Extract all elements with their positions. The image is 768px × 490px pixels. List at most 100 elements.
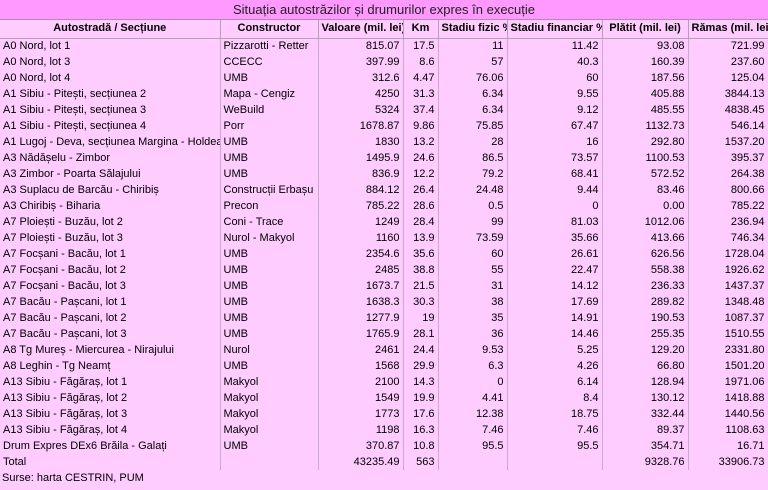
row: A0 Nord, lot 3 CCECC 397.99 8.6 57 40.3 160.39… (0, 54, 768, 70)
text-cell: UMB (220, 438, 319, 454)
number-cell: 28.1 (403, 326, 439, 342)
number-cell: 9328.76 (602, 454, 689, 470)
number-cell: 67.47 (507, 118, 603, 134)
number-cell: 93.08 (602, 38, 689, 54)
text-cell: A3 Nădășelu - Zimbor (0, 150, 221, 166)
number-cell: 17.5 (403, 38, 439, 54)
number-cell: 1638.3 (318, 294, 404, 310)
number-cell: 255.35 (602, 326, 689, 342)
number-cell: 1549 (318, 390, 404, 406)
row: A7 Bacău - Pașcani, lot 1 UMB 1638.3 30.3 38… (0, 294, 768, 310)
number-cell: 236.94 (688, 214, 768, 230)
text-cell: UMB (220, 134, 319, 150)
total-row: Total 43235.49 563 9328.76 33906.73 (0, 454, 768, 470)
header-cell: Stadiu financiar % (507, 20, 603, 39)
number-cell: 29.9 (403, 358, 439, 374)
number-cell: 8.4 (507, 390, 603, 406)
number-cell: 38 (438, 294, 508, 310)
number-cell: 4250 (318, 86, 404, 102)
number-cell: 626.56 (602, 246, 689, 262)
number-cell: 6.34 (438, 86, 508, 102)
text-cell: Nurol - Makyol (220, 230, 319, 246)
row: A8 Tg Mureș - Miercurea - Nirajului Nurol… (0, 342, 768, 358)
text-cell: A7 Bacău - Pașcani, lot 2 (0, 310, 221, 326)
number-cell: 800.66 (688, 182, 768, 198)
text-cell: UMB (220, 262, 319, 278)
number-cell: 35.6 (403, 246, 439, 262)
number-cell: 785.22 (318, 198, 404, 214)
number-cell: 21.5 (403, 278, 439, 294)
number-cell: 1495.9 (318, 150, 404, 166)
number-cell: 28 (438, 134, 508, 150)
number-cell: 1510.55 (688, 326, 768, 342)
number-cell: 4.26 (507, 358, 603, 374)
row: A7 Bacău - Pașcani, lot 3 UMB 1765.9 28.1 36… (0, 326, 768, 342)
number-cell: 13.9 (403, 230, 439, 246)
text-cell: UMB (220, 294, 319, 310)
number-cell: 1249 (318, 214, 404, 230)
number-cell: 187.56 (602, 70, 689, 86)
total-label: Total (0, 454, 221, 470)
row: Drum Expres DEx6 Brăila - Galați UMB 370.8… (0, 438, 768, 454)
text-cell: Coni - Trace (220, 214, 319, 230)
number-cell: 190.53 (602, 310, 689, 326)
number-cell: 7.46 (438, 422, 508, 438)
number-cell: 1132.73 (602, 118, 689, 134)
number-cell: 0.00 (602, 198, 689, 214)
number-cell: 1926.62 (688, 262, 768, 278)
text-cell: Makyol (220, 390, 319, 406)
text-cell: A7 Bacău - Pașcani, lot 1 (0, 294, 221, 310)
row: A7 Bacău - Pașcani, lot 2 UMB 1277.9 19 35 14… (0, 310, 768, 326)
text-cell: A0 Nord, lot 3 (0, 54, 221, 70)
empty-cell (438, 454, 508, 470)
number-cell: 370.87 (318, 438, 404, 454)
number-cell: 1971.06 (688, 374, 768, 390)
number-cell: 5.25 (507, 342, 603, 358)
number-cell: 1100.53 (602, 150, 689, 166)
number-cell: 68.41 (507, 166, 603, 182)
row: A7 Focșani - Bacău, lot 2 UMB 2485 38.8 55 22… (0, 262, 768, 278)
number-cell: 1773 (318, 406, 404, 422)
number-cell: 1012.06 (602, 214, 689, 230)
text-cell: A13 Sibiu - Făgăraș, lot 1 (0, 374, 221, 390)
number-cell: 1418.88 (688, 390, 768, 406)
number-cell: 1728.04 (688, 246, 768, 262)
text-cell: A7 Ploiești - Buzău, lot 3 (0, 230, 221, 246)
text-cell: UMB (220, 150, 319, 166)
row: A13 Sibiu - Făgăraș, lot 3 Makyol 1773 17.6… (0, 406, 768, 422)
row: A3 Suplacu de Barcău - Chiribiș Construcț… (0, 182, 768, 198)
text-cell: A13 Sibiu - Făgăraș, lot 3 (0, 406, 221, 422)
text-cell: A1 Sibiu - Pitești, secțiunea 2 (0, 86, 221, 102)
number-cell: 18.75 (507, 406, 603, 422)
number-cell: 546.14 (688, 118, 768, 134)
row: A3 Nădășelu - Zimbor UMB 1495.9 24.6 86.5 73.… (0, 150, 768, 166)
row: A8 Leghin - Tg Neamț UMB 1568 29.9 6.3 4.26 66… (0, 358, 768, 374)
number-cell: 312.6 (318, 70, 404, 86)
number-cell: 9.44 (507, 182, 603, 198)
number-cell: 1830 (318, 134, 404, 150)
number-cell: 1198 (318, 422, 404, 438)
number-cell: 785.22 (688, 198, 768, 214)
text-cell: A7 Focșani - Bacău, lot 2 (0, 262, 221, 278)
number-cell: 1678.87 (318, 118, 404, 134)
number-cell: 30.3 (403, 294, 439, 310)
text-cell: UMB (220, 358, 319, 374)
header-row: Autostradă / Secțiune Constructor Valoar… (0, 20, 768, 39)
row: A1 Lugoj - Deva, secțiunea Margina - Hol… (0, 134, 768, 150)
number-cell: 0 (438, 374, 508, 390)
text-cell: A8 Leghin - Tg Neamț (0, 358, 221, 374)
number-cell: 563 (403, 454, 439, 470)
number-cell: 81.03 (507, 214, 603, 230)
number-cell: 1277.9 (318, 310, 404, 326)
number-cell: 33906.73 (688, 454, 768, 470)
header-cell: Plătit (mil. lei) (602, 20, 689, 39)
number-cell: 125.04 (688, 70, 768, 86)
text-cell: Makyol (220, 374, 319, 390)
number-cell: 11 (438, 38, 508, 54)
text-cell: CCECC (220, 54, 319, 70)
number-cell: 1537.20 (688, 134, 768, 150)
text-cell: UMB (220, 70, 319, 86)
number-cell: 95.5 (438, 438, 508, 454)
number-cell: 558.38 (602, 262, 689, 278)
number-cell: 89.37 (602, 422, 689, 438)
